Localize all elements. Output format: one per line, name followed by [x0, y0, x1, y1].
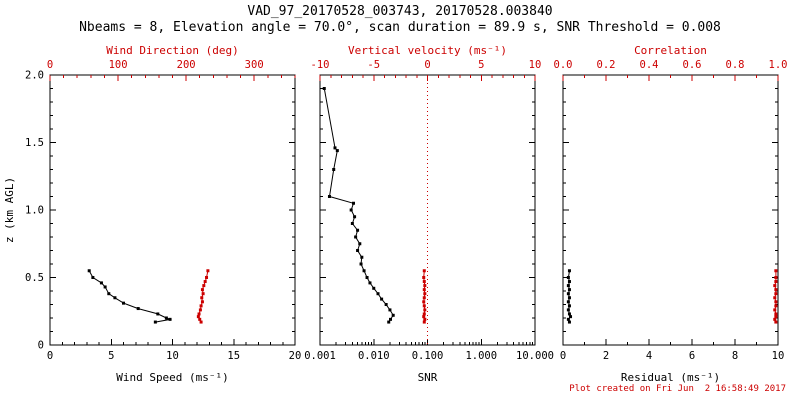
- svg-text:0.6: 0.6: [683, 59, 702, 71]
- svg-text:0.0: 0.0: [554, 59, 573, 71]
- svg-text:-5: -5: [367, 59, 380, 71]
- svg-text:0: 0: [560, 350, 566, 362]
- svg-text:0.5: 0.5: [25, 272, 44, 284]
- svg-text:20: 20: [289, 350, 302, 362]
- svg-text:2.0: 2.0: [25, 70, 44, 82]
- svg-text:1.0: 1.0: [25, 205, 44, 217]
- panel-residual: 0 2 4 6 8 10 0.0 0.2 0.4 0.6 0.8 1.0 Residual (ms⁻¹)…: [554, 44, 788, 384]
- svg-text:0.100: 0.100: [412, 350, 444, 362]
- svg-text:0: 0: [424, 59, 430, 71]
- figure-subtitle: Nbeams = 8, Elevation angle = 70.0°, sca…: [79, 20, 721, 35]
- svg-text:Wind Speed (ms⁻¹): Wind Speed (ms⁻¹): [116, 371, 229, 384]
- svg-text:1.000: 1.000: [465, 350, 497, 362]
- svg-text:10: 10: [772, 350, 785, 362]
- panel-snr: 0.001 0.010 0.100 1.000 10.000 -10 -5 0 5 10 SNR Ve…: [304, 44, 554, 384]
- figure-title: VAD_97_20170528_003743, 20170528.003840: [247, 4, 553, 19]
- svg-text:10: 10: [166, 350, 179, 362]
- svg-text:Residual (ms⁻¹): Residual (ms⁻¹): [621, 371, 720, 384]
- svg-text:0: 0: [47, 59, 53, 71]
- svg-text:100: 100: [109, 59, 128, 71]
- svg-text:4: 4: [646, 350, 652, 362]
- svg-text:0: 0: [47, 350, 53, 362]
- svg-text:0.001: 0.001: [304, 350, 336, 362]
- svg-text:SNR: SNR: [418, 371, 438, 384]
- svg-text:0.8: 0.8: [726, 59, 745, 71]
- svg-text:1.5: 1.5: [25, 137, 44, 149]
- svg-text:10.000: 10.000: [516, 350, 554, 362]
- svg-text:1.0: 1.0: [769, 59, 788, 71]
- series-wind-direction: [196, 269, 210, 324]
- svg-text:200: 200: [177, 59, 196, 71]
- svg-text:-10: -10: [311, 59, 330, 71]
- svg-text:0.010: 0.010: [358, 350, 390, 362]
- plot-created-timestamp: Plot created on Fri Jun 2 16:58:49 2017: [569, 384, 786, 394]
- svg-text:Vertical velocity (ms⁻¹): Vertical velocity (ms⁻¹): [348, 44, 507, 57]
- svg-text:5: 5: [108, 350, 114, 362]
- svg-text:8: 8: [732, 350, 738, 362]
- series-correlation-profile: [773, 269, 778, 324]
- series-snr-profile: [322, 87, 395, 324]
- y-axis-label: z (km AGL): [3, 177, 16, 243]
- svg-text:Correlation: Correlation: [634, 44, 707, 57]
- series-vertical-velocity: [422, 269, 427, 324]
- svg-text:15: 15: [227, 350, 240, 362]
- svg-text:2: 2: [603, 350, 609, 362]
- svg-text:5: 5: [478, 59, 484, 71]
- svg-text:Wind Direction (deg): Wind Direction (deg): [106, 44, 238, 57]
- svg-text:0.4: 0.4: [640, 59, 659, 71]
- series-wind-speed: [87, 269, 172, 324]
- series-residual-profile: [566, 269, 573, 324]
- svg-text:10: 10: [529, 59, 542, 71]
- svg-text:6: 6: [689, 350, 695, 362]
- svg-text:0: 0: [38, 340, 44, 352]
- svg-text:300: 300: [245, 59, 264, 71]
- svg-text:0.2: 0.2: [597, 59, 616, 71]
